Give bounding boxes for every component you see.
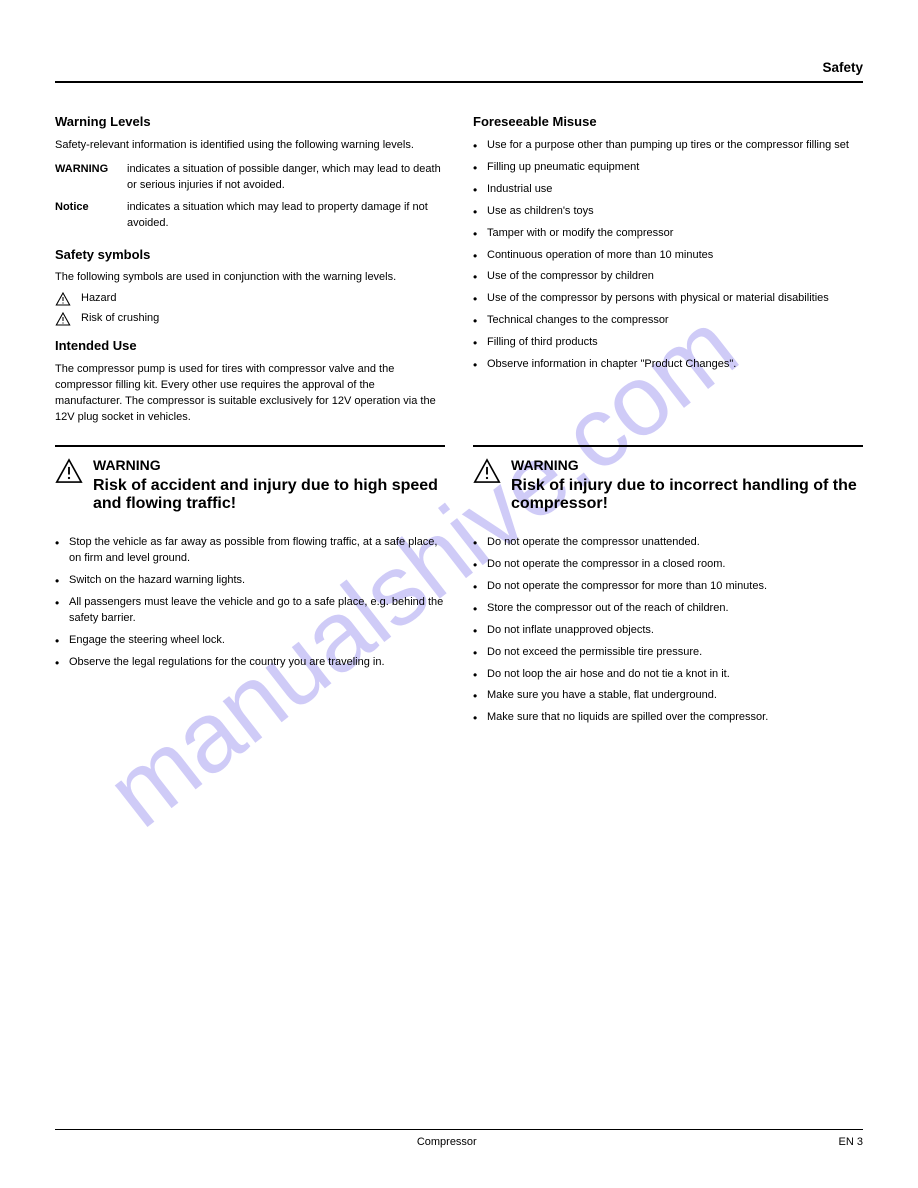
footer-page: EN 3 <box>839 1136 863 1148</box>
list-item: Use as children's toys <box>473 204 863 220</box>
list-item: Stop the vehicle as far away as possible… <box>55 535 445 567</box>
list-item: Use for a purpose other than pumping up … <box>473 138 863 154</box>
warning-sub-right: Risk of injury due to incorrect handling… <box>511 477 863 513</box>
warning-block-left: WARNING Risk of accident and injury due … <box>55 445 445 519</box>
crushing-icon <box>55 311 71 327</box>
title-warning-levels: Warning Levels <box>55 113 445 132</box>
list-item: Technical changes to the compressor <box>473 313 863 329</box>
table-r2c2: indicates a situation which may lead to … <box>127 200 445 232</box>
warning-icon <box>55 457 83 485</box>
list-item: Observe the legal regulations for the co… <box>55 655 445 671</box>
warning-block-right: WARNING Risk of injury due to incorrect … <box>473 445 863 519</box>
list-item: Switch on the hazard warning lights. <box>55 573 445 589</box>
table-r1c2: indicates a situation of possible danger… <box>127 162 445 194</box>
warning-sub-left: Risk of accident and injury due to high … <box>93 477 445 513</box>
list-item: Do not exceed the permissible tire press… <box>473 645 863 661</box>
list-item: Continuous operation of more than 10 min… <box>473 248 863 264</box>
list-item: Use of the compressor by persons with ph… <box>473 291 863 307</box>
table-r2c1: Notice <box>55 200 119 232</box>
list-item: Tamper with or modify the compressor <box>473 226 863 242</box>
misuse-list: Use for a purpose other than pumping up … <box>473 138 863 373</box>
warning-levels-intro: Safety-relevant information is identifie… <box>55 138 445 154</box>
list-item: Use of the compressor by children <box>473 269 863 285</box>
title-safety-symbols: Safety symbols <box>55 246 445 265</box>
hazard-icon <box>55 291 71 307</box>
warnings-list-right: Do not operate the compressor unattended… <box>473 535 863 726</box>
header-safety: Safety <box>55 60 863 75</box>
symbol-hazard-label: Hazard <box>81 291 445 307</box>
footer-center: Compressor <box>55 1136 839 1148</box>
list-item: Do not operate the compressor unattended… <box>473 535 863 551</box>
column-left: Warning Levels Safety-relevant informati… <box>55 103 445 431</box>
intended-use-text: The compressor pump is used for tires wi… <box>55 362 445 426</box>
column-left-lower: Stop the vehicle as far away as possible… <box>55 533 445 732</box>
list-item: Do not operate the compressor in a close… <box>473 557 863 573</box>
column-right-lower: Do not operate the compressor unattended… <box>473 533 863 732</box>
list-item: Filling of third products <box>473 335 863 351</box>
symbol-row-crushing: Risk of crushing <box>55 311 445 327</box>
table-r1c1: WARNING <box>55 162 119 194</box>
warning-levels-table: WARNING indicates a situation of possibl… <box>55 162 445 232</box>
symbol-row-hazard: Hazard <box>55 291 445 307</box>
list-item: Observe information in chapter "Product … <box>473 357 863 373</box>
warning-heading-left: WARNING <box>93 457 445 473</box>
list-item: Filling up pneumatic equipment <box>473 160 863 176</box>
list-item: All passengers must leave the vehicle an… <box>55 595 445 627</box>
warnings-list-left: Stop the vehicle as far away as possible… <box>55 535 445 671</box>
list-item: Do not inflate unapproved objects. <box>473 623 863 639</box>
list-item: Do not operate the compressor for more t… <box>473 579 863 595</box>
list-item: Do not loop the air hose and do not tie … <box>473 667 863 683</box>
page-footer: Compressor EN 3 <box>55 1129 863 1148</box>
warning-heading-right: WARNING <box>511 457 863 473</box>
title-intended-use: Intended Use <box>55 337 445 356</box>
list-item: Engage the steering wheel lock. <box>55 633 445 649</box>
header-row: Safety <box>55 60 863 75</box>
list-item: Make sure that no liquids are spilled ov… <box>473 710 863 726</box>
symbol-crushing-label: Risk of crushing <box>81 311 445 327</box>
list-item: Industrial use <box>473 182 863 198</box>
column-right: Foreseeable Misuse Use for a purpose oth… <box>473 103 863 431</box>
warning-icon <box>473 457 501 485</box>
list-item: Store the compressor out of the reach of… <box>473 601 863 617</box>
list-item: Make sure you have a stable, flat underg… <box>473 688 863 704</box>
title-foreseeable-misuse: Foreseeable Misuse <box>473 113 863 132</box>
top-rule <box>55 81 863 83</box>
safety-symbols-intro: The following symbols are used in conjun… <box>55 270 445 286</box>
warnings-row: WARNING Risk of accident and injury due … <box>55 445 863 519</box>
